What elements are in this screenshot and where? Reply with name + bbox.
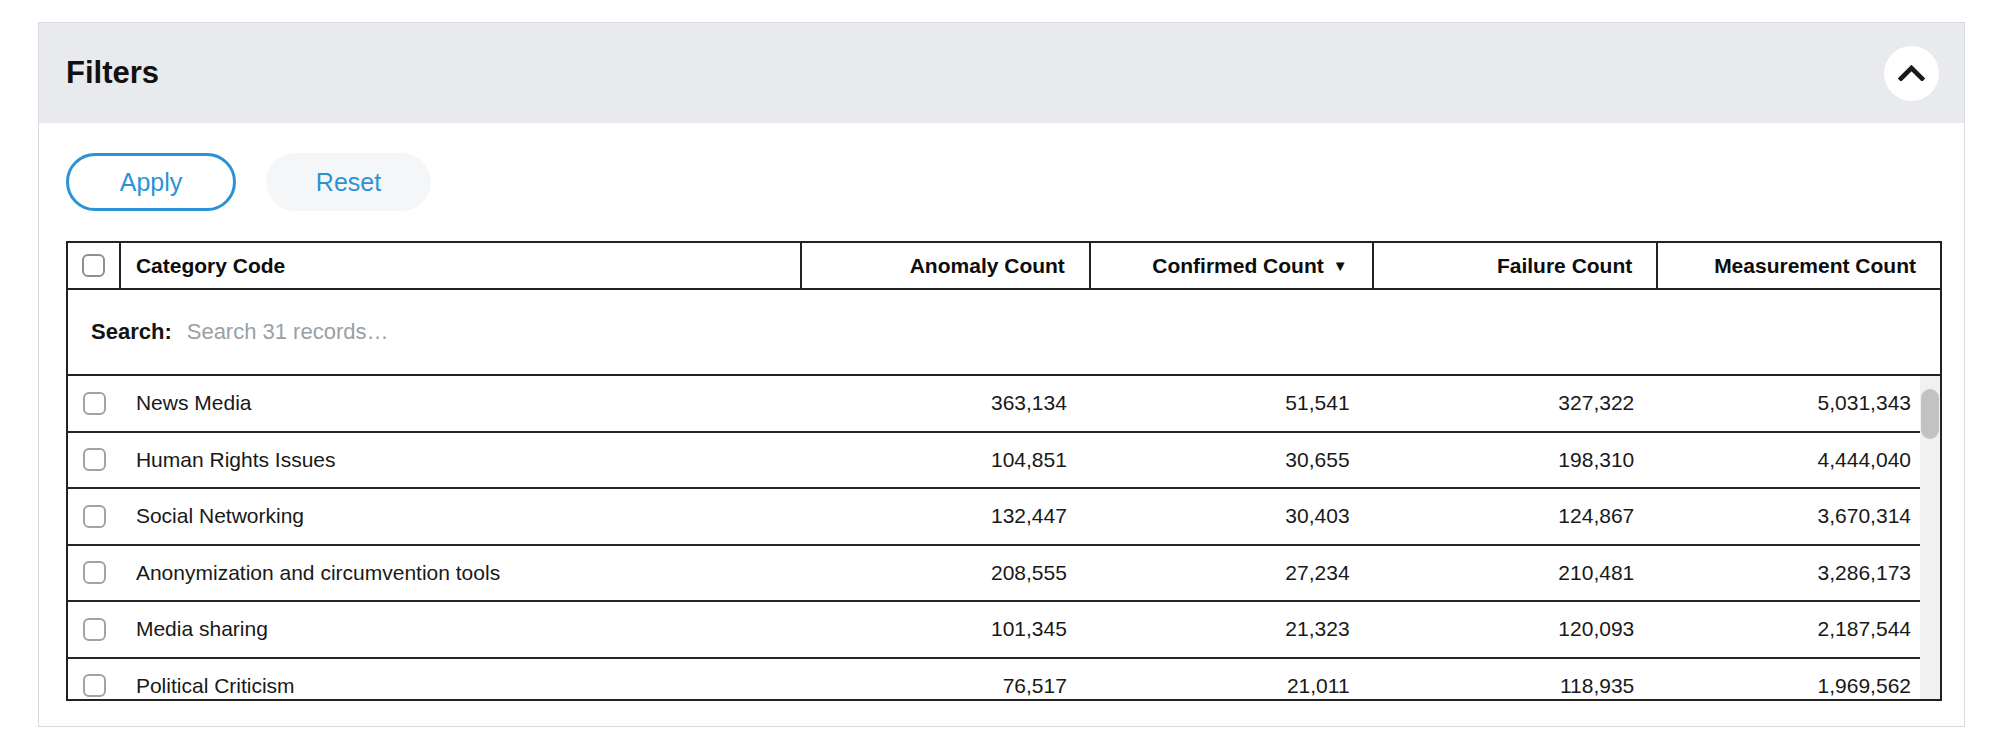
anomaly-count-cell: 132,447 — [802, 489, 1091, 544]
category-cell: Media sharing — [121, 602, 802, 657]
column-header-label: Confirmed Count — [1152, 254, 1323, 278]
sort-desc-icon: ▼ — [1333, 258, 1348, 273]
row-checkbox-cell — [68, 489, 121, 544]
measurement-count-cell: 4,444,040 — [1658, 433, 1940, 488]
column-header-label: Failure Count — [1497, 254, 1632, 278]
failure-count-cell: 124,867 — [1374, 489, 1659, 544]
table-header-row: Category Code Anomaly Count Confirmed Co… — [68, 243, 1940, 290]
failure-count-cell: 210,481 — [1374, 546, 1659, 601]
confirmed-count-cell: 30,655 — [1091, 433, 1374, 488]
category-table: Category Code Anomaly Count Confirmed Co… — [66, 241, 1942, 701]
row-checkbox-cell — [68, 433, 121, 488]
scrollbar-thumb[interactable] — [1921, 389, 1939, 439]
table-row: Political Criticism 76,517 21,011 118,93… — [68, 659, 1940, 700]
column-header-anomaly-count[interactable]: Anomaly Count — [802, 243, 1091, 288]
anomaly-count-cell: 363,134 — [802, 376, 1091, 431]
page-title: Filters — [66, 55, 159, 91]
row-checkbox-cell — [68, 546, 121, 601]
failure-count-cell: 198,310 — [1374, 433, 1659, 488]
category-cell: Social Networking — [121, 489, 802, 544]
row-checkbox[interactable] — [83, 505, 106, 528]
filters-panel-header: Filters — [39, 23, 1964, 123]
column-header-category-code[interactable]: Category Code — [121, 243, 802, 288]
chevron-up-icon — [1898, 65, 1925, 81]
anomaly-count-cell: 101,345 — [802, 602, 1091, 657]
measurement-count-cell: 2,187,544 — [1658, 602, 1940, 657]
confirmed-count-cell: 21,323 — [1091, 602, 1374, 657]
table-row: News Media 363,134 51,541 327,322 5,031,… — [68, 376, 1940, 433]
anomaly-count-cell: 104,851 — [802, 433, 1091, 488]
confirmed-count-cell: 21,011 — [1091, 659, 1374, 700]
confirmed-count-cell: 51,541 — [1091, 376, 1374, 431]
filters-panel: Filters Apply Reset Category Code Anomal… — [38, 22, 1965, 727]
row-checkbox-cell — [68, 376, 121, 431]
measurement-count-cell: 5,031,343 — [1658, 376, 1940, 431]
anomaly-count-cell: 208,555 — [802, 546, 1091, 601]
table-row: Anonymization and circumvention tools 20… — [68, 546, 1940, 603]
row-checkbox[interactable] — [83, 618, 106, 641]
row-checkbox-cell — [68, 602, 121, 657]
table-row: Human Rights Issues 104,851 30,655 198,3… — [68, 433, 1940, 490]
measurement-count-cell: 3,670,314 — [1658, 489, 1940, 544]
column-header-label: Anomaly Count — [910, 254, 1065, 278]
apply-button[interactable]: Apply — [66, 153, 236, 211]
anomaly-count-cell: 76,517 — [802, 659, 1091, 700]
row-checkbox[interactable] — [83, 561, 106, 584]
column-header-failure-count[interactable]: Failure Count — [1374, 243, 1659, 288]
category-cell: Human Rights Issues — [121, 433, 802, 488]
column-header-label: Measurement Count — [1714, 254, 1916, 278]
row-checkbox-cell — [68, 659, 121, 700]
column-header-label: Category Code — [136, 254, 285, 278]
row-checkbox[interactable] — [83, 392, 106, 415]
reset-button[interactable]: Reset — [266, 153, 431, 211]
table-body: News Media 363,134 51,541 327,322 5,031,… — [68, 376, 1940, 699]
select-all-checkbox[interactable] — [82, 254, 105, 277]
table-row: Social Networking 132,447 30,403 124,867… — [68, 489, 1940, 546]
column-header-confirmed-count[interactable]: Confirmed Count ▼ — [1091, 243, 1374, 288]
failure-count-cell: 118,935 — [1374, 659, 1659, 700]
measurement-count-cell: 3,286,173 — [1658, 546, 1940, 601]
confirmed-count-cell: 30,403 — [1091, 489, 1374, 544]
measurement-count-cell: 1,969,562 — [1658, 659, 1940, 700]
select-all-cell — [68, 243, 121, 288]
category-cell: Political Criticism — [121, 659, 802, 700]
table-scrollbar[interactable] — [1920, 376, 1940, 699]
search-label: Search: — [91, 319, 172, 345]
confirmed-count-cell: 27,234 — [1091, 546, 1374, 601]
category-cell: Anonymization and circumvention tools — [121, 546, 802, 601]
collapse-panel-button[interactable] — [1884, 46, 1939, 101]
column-header-measurement-count[interactable]: Measurement Count — [1658, 243, 1940, 288]
table-row: Media sharing 101,345 21,323 120,093 2,1… — [68, 602, 1940, 659]
search-input[interactable] — [185, 290, 1940, 374]
failure-count-cell: 327,322 — [1374, 376, 1659, 431]
filters-toolbar: Apply Reset — [39, 123, 1964, 211]
row-checkbox[interactable] — [83, 674, 106, 697]
search-row: Search: — [68, 290, 1940, 376]
category-cell: News Media — [121, 376, 802, 431]
row-checkbox[interactable] — [83, 448, 106, 471]
failure-count-cell: 120,093 — [1374, 602, 1659, 657]
